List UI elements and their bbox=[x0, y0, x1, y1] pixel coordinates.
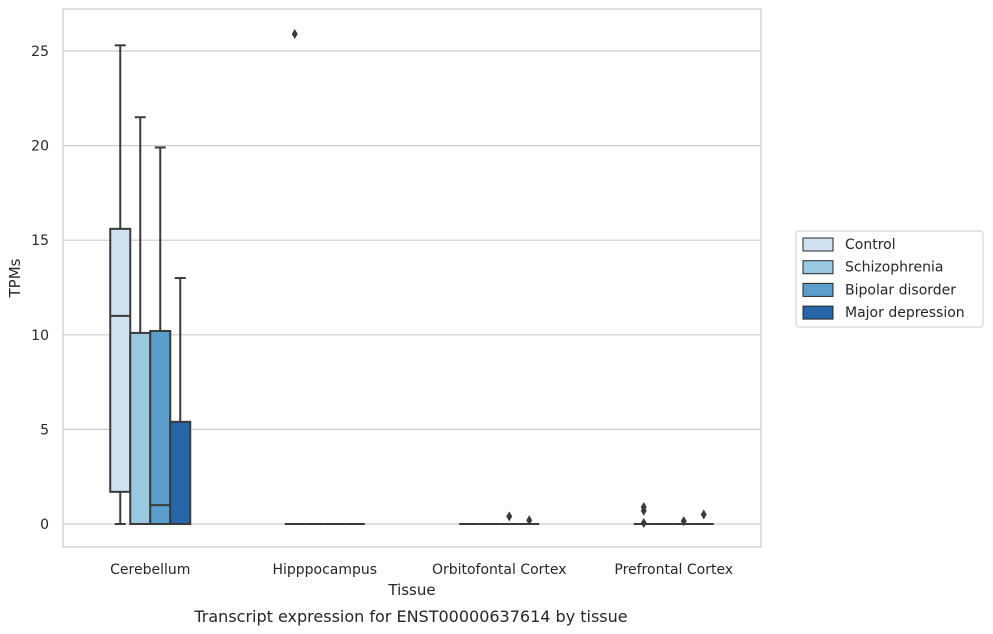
outlier-point bbox=[700, 509, 707, 520]
legend: Control Schizophrenia Bipolar disorder Majo… bbox=[795, 230, 984, 328]
legend-label: Control bbox=[845, 237, 896, 253]
x-tick-label: Orbitofontal Cortex bbox=[432, 562, 567, 578]
y-axis-ticks: 0 5 10 15 20 25 bbox=[31, 44, 49, 533]
y-axis-label: TPMs bbox=[6, 258, 24, 298]
plot-area bbox=[62, 8, 762, 548]
outlier-point bbox=[640, 518, 647, 529]
box-bipolar-disorder-orbitofontal-cortex bbox=[499, 511, 520, 525]
box-control-prefrontal-cortex bbox=[633, 501, 654, 529]
legend-item-bipolar-disorder: Bipolar disorder bbox=[802, 282, 956, 298]
box-control-cerebellum bbox=[109, 44, 132, 525]
box-major-depression-cerebellum bbox=[169, 277, 192, 525]
legend-swatch bbox=[802, 260, 834, 275]
box-body bbox=[149, 330, 172, 525]
x-axis-label: Tissue bbox=[387, 581, 435, 599]
x-tick-label: Prefrontal Cortex bbox=[614, 562, 733, 578]
y-tick-label: 0 bbox=[40, 517, 49, 533]
legend-swatch bbox=[802, 282, 834, 297]
x-tick-label: Hipppocampus bbox=[272, 562, 377, 578]
legend-label: Bipolar disorder bbox=[845, 282, 956, 298]
box-major-depression-prefrontal-cortex bbox=[693, 509, 714, 525]
box-bipolar-disorder-prefrontal-cortex bbox=[673, 516, 694, 527]
box-body bbox=[109, 227, 132, 493]
box-major-depression-orbitofontal-cortex bbox=[519, 515, 540, 526]
y-tick-label: 10 bbox=[31, 328, 49, 344]
x-axis-ticks: Cerebellum Hipppocampus Orbitofontal Corte… bbox=[110, 562, 733, 578]
box-series bbox=[109, 28, 714, 529]
outlier-point bbox=[526, 515, 533, 526]
chart-title: Transcript expression for ENST0000063761… bbox=[193, 607, 627, 626]
y-tick-label: 25 bbox=[31, 44, 49, 60]
legend-label: Major depression bbox=[845, 305, 965, 321]
y-tick-label: 5 bbox=[40, 422, 49, 438]
legend-swatch bbox=[802, 237, 834, 252]
legend-item-schizophrenia: Schizophrenia bbox=[802, 260, 943, 276]
legend-swatch bbox=[802, 305, 834, 320]
legend-frame bbox=[795, 230, 984, 328]
legend-label: Schizophrenia bbox=[845, 260, 943, 276]
outlier-point bbox=[680, 516, 687, 527]
outlier-point bbox=[506, 511, 513, 522]
outlier-point bbox=[640, 501, 647, 512]
box-control-hipppocampus bbox=[284, 28, 305, 525]
box-bipolar-disorder-cerebellum bbox=[149, 146, 172, 525]
box-body bbox=[129, 331, 152, 525]
box-schizophrenia-cerebellum bbox=[129, 116, 152, 525]
y-tick-label: 20 bbox=[31, 139, 49, 155]
legend-item-major-depression: Major depression bbox=[802, 305, 965, 321]
outlier-point bbox=[291, 28, 298, 39]
y-tick-label: 15 bbox=[31, 233, 49, 249]
legend-item-control: Control bbox=[802, 237, 896, 253]
x-tick-label: Cerebellum bbox=[110, 562, 190, 578]
box-body bbox=[169, 420, 192, 525]
